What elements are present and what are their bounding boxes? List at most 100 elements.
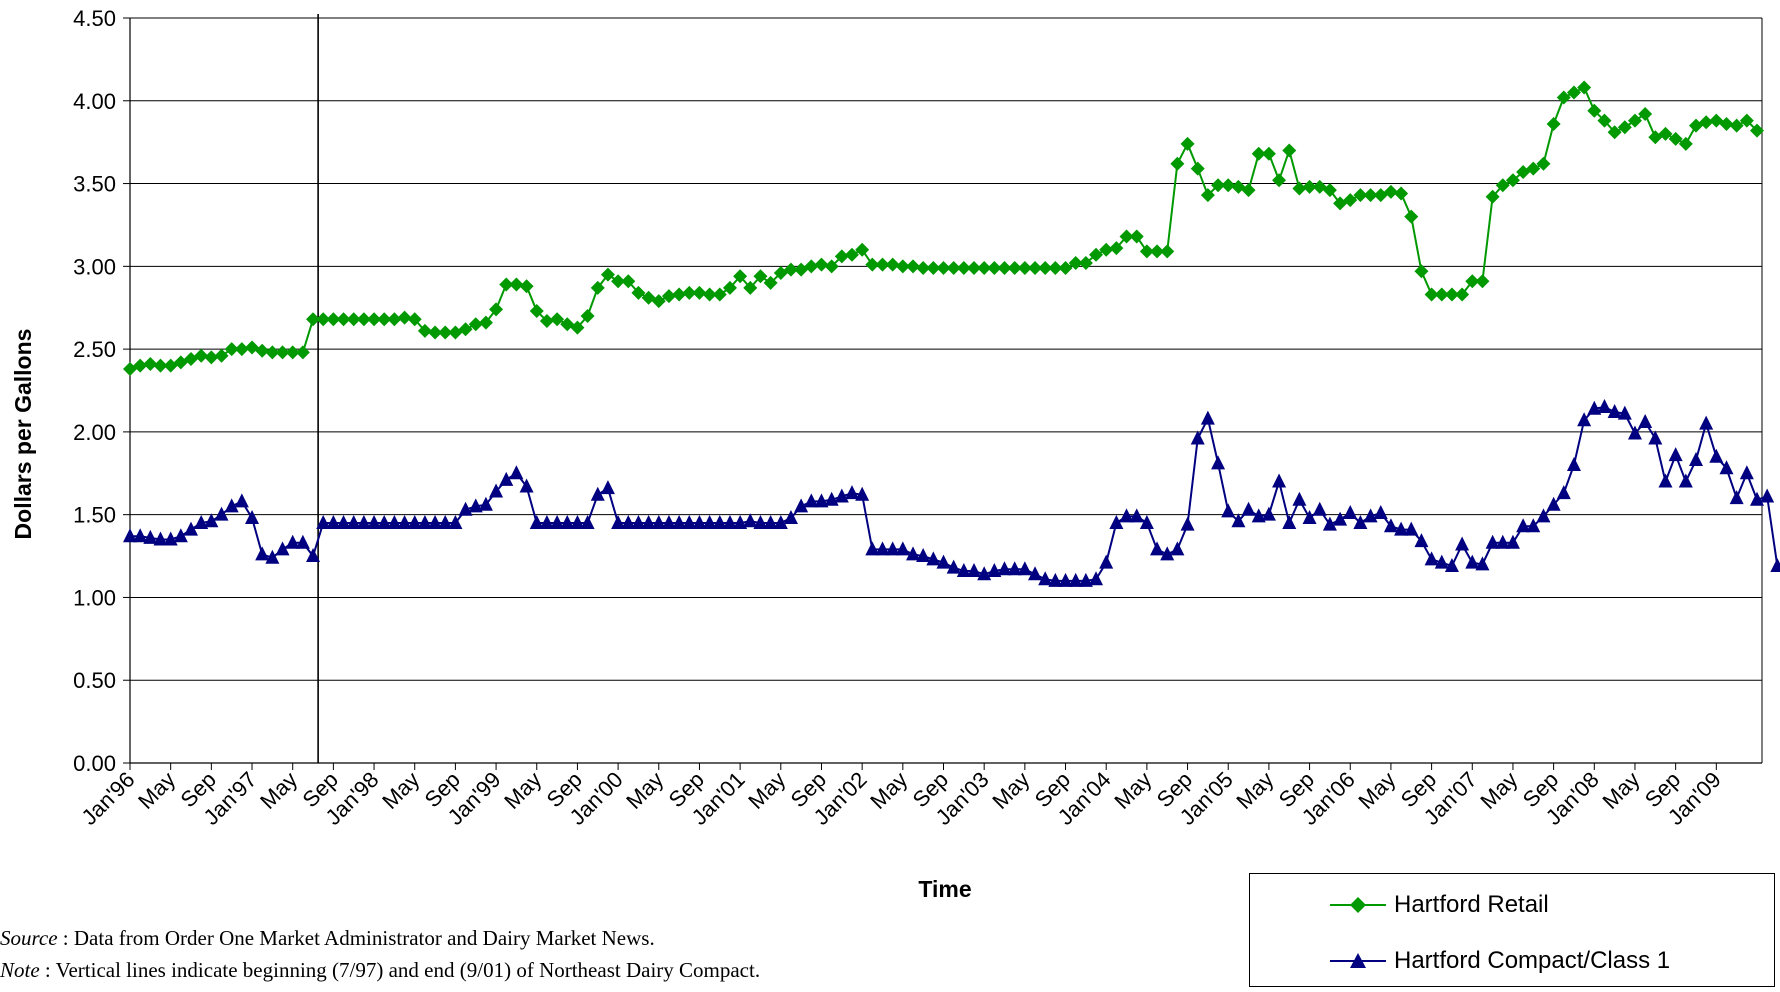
x-tick-label: May bbox=[1231, 767, 1278, 814]
compact-point bbox=[1434, 554, 1449, 569]
retail-point bbox=[926, 260, 941, 275]
compact-point bbox=[946, 559, 961, 574]
retail-point bbox=[712, 287, 727, 302]
retail-point bbox=[1058, 260, 1073, 275]
compact-point bbox=[1139, 514, 1154, 529]
compact-point bbox=[214, 506, 229, 521]
compact-point bbox=[1495, 534, 1510, 549]
compact-point bbox=[356, 514, 371, 529]
source-text: : Data from Order One Market Administrat… bbox=[57, 926, 655, 950]
series-line bbox=[130, 406, 1779, 582]
retail-point bbox=[905, 259, 920, 274]
x-tick-label: Jan'96 bbox=[76, 767, 139, 830]
compact-point bbox=[153, 531, 168, 546]
retail-point bbox=[550, 312, 565, 327]
retail-point bbox=[1363, 188, 1378, 203]
retail-point bbox=[1719, 116, 1734, 131]
compact-point bbox=[905, 546, 920, 561]
compact-point bbox=[123, 528, 137, 543]
compact-point bbox=[1129, 508, 1144, 523]
compact-point bbox=[1221, 503, 1236, 518]
compact-point bbox=[448, 514, 463, 529]
compact-point bbox=[1444, 557, 1459, 572]
compact-point bbox=[1719, 460, 1734, 475]
retail-point bbox=[804, 259, 819, 274]
compact-point bbox=[133, 528, 148, 543]
compact-point bbox=[316, 514, 331, 529]
retail-point bbox=[1627, 113, 1642, 128]
retail-point bbox=[295, 345, 310, 360]
retail-point bbox=[1617, 120, 1632, 135]
compact-point bbox=[1638, 413, 1653, 428]
x-tick-label: May bbox=[743, 767, 790, 814]
retail-point bbox=[1638, 107, 1653, 122]
compact-point bbox=[733, 514, 748, 529]
retail-point bbox=[1750, 123, 1764, 138]
compact-point bbox=[844, 485, 859, 500]
retail-point bbox=[1251, 146, 1266, 161]
compact-point bbox=[1617, 405, 1632, 420]
retail-point bbox=[438, 325, 453, 340]
retail-point bbox=[1739, 113, 1754, 128]
retail-point bbox=[977, 260, 992, 275]
retail-point bbox=[336, 312, 351, 327]
compact-point bbox=[916, 548, 931, 563]
retail-point bbox=[763, 275, 778, 290]
retail-point bbox=[1068, 256, 1083, 271]
retail-point bbox=[722, 280, 737, 295]
retail-point bbox=[956, 260, 971, 275]
retail-point bbox=[1139, 244, 1154, 259]
compact-point bbox=[1424, 551, 1439, 566]
retail-point bbox=[397, 310, 412, 325]
compact-point bbox=[397, 514, 412, 529]
retail-point bbox=[519, 279, 534, 294]
compact-point bbox=[539, 514, 554, 529]
retail-point bbox=[224, 342, 239, 357]
compact-point bbox=[1312, 501, 1327, 516]
compact-point bbox=[1536, 508, 1551, 523]
retail-point bbox=[1272, 173, 1287, 188]
retail-point bbox=[1221, 178, 1236, 193]
retail-point bbox=[367, 312, 382, 327]
retail-point bbox=[692, 285, 707, 300]
y-tick-label: 1.00 bbox=[73, 585, 116, 610]
compact-point bbox=[773, 514, 788, 529]
compact-point bbox=[265, 549, 280, 564]
x-tick-labels: Jan'96MaySepJan'97MaySepJan'98MaySepJan'… bbox=[76, 763, 1726, 830]
retail-point bbox=[255, 343, 270, 358]
retail-point bbox=[600, 267, 615, 282]
retail-point bbox=[1017, 260, 1032, 275]
compact-point bbox=[1505, 534, 1520, 549]
retail-point bbox=[1505, 173, 1520, 188]
compact-point bbox=[1577, 412, 1592, 427]
source-note: Source : Data from Order One Market Admi… bbox=[0, 922, 760, 954]
compact-point bbox=[489, 483, 504, 498]
gridlines bbox=[123, 17, 1762, 764]
compact-point bbox=[804, 493, 819, 508]
compact-point bbox=[1597, 399, 1612, 414]
x-tick-label: May bbox=[255, 767, 302, 814]
compact-point bbox=[1282, 514, 1297, 529]
retail-point bbox=[1099, 242, 1114, 257]
compact-point bbox=[1190, 430, 1205, 445]
compact-point bbox=[285, 534, 300, 549]
compact-point bbox=[1170, 541, 1185, 556]
retail-point bbox=[1465, 274, 1480, 289]
compact-point bbox=[895, 541, 910, 556]
retail-point bbox=[702, 287, 717, 302]
retail-point bbox=[682, 285, 697, 300]
compact-point bbox=[1231, 513, 1246, 528]
x-axis-title: Time bbox=[918, 876, 971, 902]
note-text: : Vertical lines indicate beginning (7/9… bbox=[39, 958, 761, 982]
compact-point bbox=[885, 541, 900, 556]
retail-point bbox=[1699, 115, 1714, 130]
retail-point bbox=[214, 348, 229, 363]
y-tick-labels: 0.00 0.50 1.00 1.50 2.00 2.50 3.00 3.50 4.00 4.50 bbox=[73, 6, 116, 776]
retail-point bbox=[1424, 287, 1439, 302]
compact-point bbox=[499, 471, 514, 486]
compact-point bbox=[1160, 546, 1175, 561]
retail-point bbox=[1414, 264, 1429, 279]
retail-point bbox=[743, 280, 758, 295]
compact-point bbox=[204, 513, 219, 528]
retail-point bbox=[1526, 161, 1541, 176]
